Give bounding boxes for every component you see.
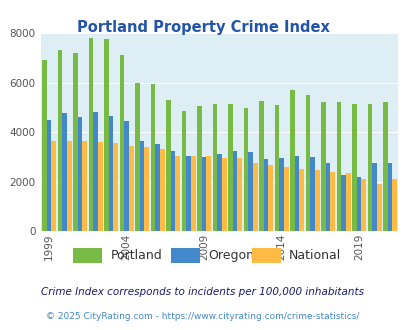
Bar	[51, 141, 56, 231]
Bar	[258, 101, 263, 231]
Bar	[67, 141, 71, 231]
Bar	[150, 84, 155, 231]
Bar	[305, 95, 309, 231]
Text: National: National	[288, 249, 341, 262]
Bar	[160, 149, 164, 231]
Bar	[171, 150, 175, 231]
Bar	[341, 175, 345, 231]
Bar	[367, 104, 371, 231]
Bar	[104, 39, 109, 231]
Bar	[186, 155, 190, 231]
Bar	[268, 165, 273, 231]
Bar	[299, 169, 303, 231]
Bar	[58, 50, 62, 231]
Bar	[330, 172, 334, 231]
Bar	[73, 53, 78, 231]
Bar	[62, 114, 67, 231]
Bar	[248, 152, 252, 231]
Bar	[135, 82, 139, 231]
Bar	[109, 116, 113, 231]
Bar	[283, 167, 288, 231]
Bar	[252, 163, 257, 231]
Bar	[113, 143, 118, 231]
Bar	[237, 158, 241, 231]
Bar	[82, 141, 87, 231]
Text: Crime Index corresponds to incidents per 100,000 inhabitants: Crime Index corresponds to incidents per…	[41, 287, 364, 297]
Bar	[360, 179, 365, 231]
Bar	[181, 111, 186, 231]
Bar	[88, 38, 93, 231]
Bar	[190, 155, 195, 231]
Text: Portland: Portland	[110, 249, 162, 262]
Bar	[78, 117, 82, 231]
Bar	[98, 142, 102, 231]
Bar	[382, 102, 387, 231]
Bar	[175, 155, 180, 231]
Bar	[376, 184, 381, 231]
Bar	[129, 146, 133, 231]
Bar	[263, 159, 268, 231]
Bar	[309, 157, 314, 231]
Bar	[139, 141, 144, 231]
Bar	[47, 120, 51, 231]
Bar	[212, 104, 217, 231]
Text: Oregon: Oregon	[207, 249, 253, 262]
Bar	[356, 177, 360, 231]
Bar	[228, 104, 232, 231]
Bar	[325, 163, 330, 231]
Bar	[222, 158, 226, 231]
Bar	[197, 106, 201, 231]
Bar	[232, 150, 237, 231]
Bar	[124, 121, 129, 231]
Bar	[392, 179, 396, 231]
Bar	[336, 102, 341, 231]
Bar	[279, 158, 283, 231]
Text: © 2025 CityRating.com - https://www.cityrating.com/crime-statistics/: © 2025 CityRating.com - https://www.city…	[46, 312, 359, 321]
Bar	[119, 55, 124, 231]
Bar	[371, 163, 376, 231]
Bar	[217, 154, 222, 231]
Bar	[155, 145, 160, 231]
Bar	[274, 105, 279, 231]
Text: Portland Property Crime Index: Portland Property Crime Index	[77, 20, 328, 35]
Bar	[351, 104, 356, 231]
Bar	[294, 155, 299, 231]
Bar	[42, 60, 47, 231]
Bar	[206, 155, 211, 231]
Bar	[387, 163, 392, 231]
Bar	[166, 100, 171, 231]
Bar	[290, 90, 294, 231]
Bar	[314, 170, 319, 231]
Bar	[144, 147, 149, 231]
Bar	[243, 109, 248, 231]
Bar	[320, 102, 325, 231]
Bar	[93, 112, 98, 231]
Bar	[345, 173, 350, 231]
Bar	[201, 157, 206, 231]
